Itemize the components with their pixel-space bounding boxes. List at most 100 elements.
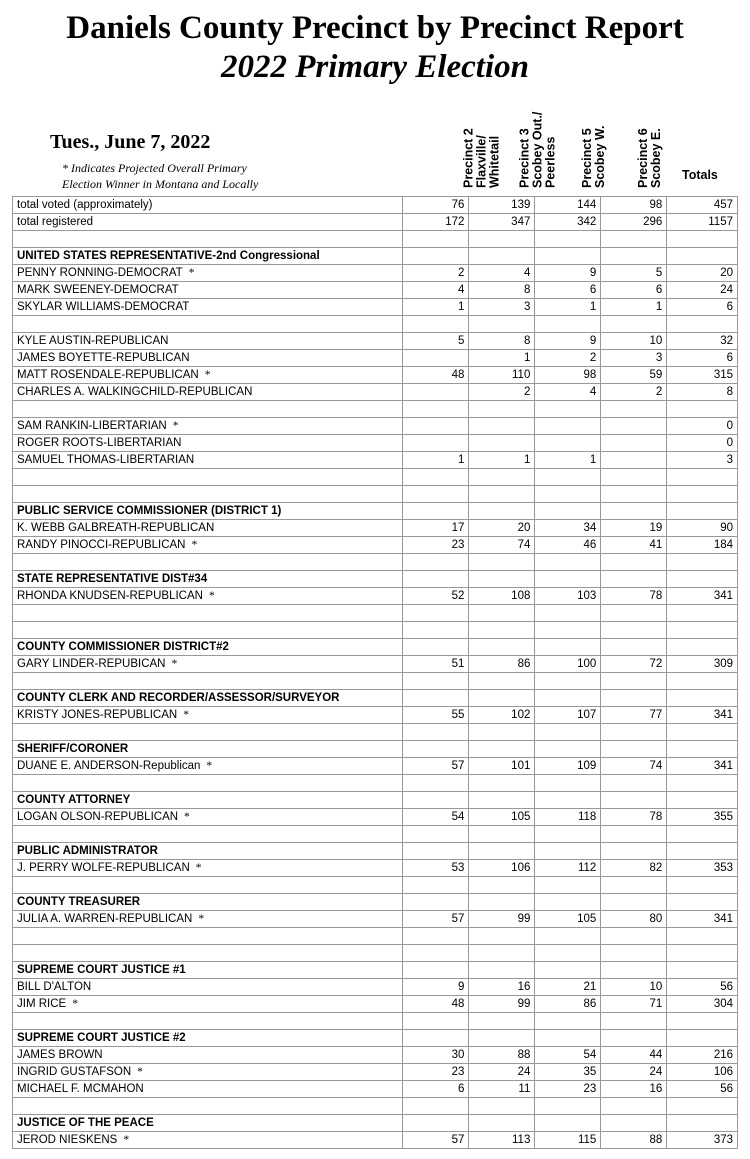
total-value: 353: [667, 860, 738, 877]
empty-cell: [13, 231, 403, 248]
candidate-label: BILL D'ALTON: [13, 979, 403, 996]
candidate-label: DUANE E. ANDERSON-Republican*: [13, 758, 403, 775]
empty-cell: [403, 894, 469, 911]
empty-cell: [403, 639, 469, 656]
table-row: COUNTY CLERK AND RECORDER/ASSESSOR/SURVE…: [13, 690, 738, 707]
precinct-value: 4: [535, 384, 601, 401]
precinct-value: 48: [403, 367, 469, 384]
empty-cell: [535, 571, 601, 588]
precinct-value: 78: [601, 588, 667, 605]
empty-cell: [667, 231, 738, 248]
section-header: COUNTY CLERK AND RECORDER/ASSESSOR/SURVE…: [13, 690, 403, 707]
precinct-value: 2: [469, 384, 535, 401]
empty-cell: [469, 894, 535, 911]
empty-cell: [403, 622, 469, 639]
empty-cell: [601, 894, 667, 911]
table-row: [13, 775, 738, 792]
precinct-value: 108: [469, 588, 535, 605]
empty-cell: [601, 1030, 667, 1047]
col-precinct-3: Precinct 3 Scobey Out./ Peerless: [510, 90, 566, 190]
empty-cell: [601, 741, 667, 758]
label-text: SKYLAR WILLIAMS-DEMOCRAT: [17, 301, 189, 313]
table-row: RANDY PINOCCI-REPUBLICAN*23744641184: [13, 537, 738, 554]
table-row: COUNTY COMMISSIONER DISTRICT#2: [13, 639, 738, 656]
empty-cell: [601, 1115, 667, 1132]
empty-cell: [469, 792, 535, 809]
precinct-value: 24: [469, 1064, 535, 1081]
precinct-value: 19: [601, 520, 667, 537]
winner-mark-icon: *: [178, 811, 190, 823]
empty-cell: [667, 571, 738, 588]
label-text: MICHAEL F. MCMAHON: [17, 1083, 144, 1095]
empty-cell: [667, 724, 738, 741]
table-row: SKYLAR WILLIAMS-DEMOCRAT13116: [13, 299, 738, 316]
section-header: COUNTY ATTORNEY: [13, 792, 403, 809]
total-value: 216: [667, 1047, 738, 1064]
candidate-label: J. PERRY WOLFE-REPUBLICAN*: [13, 860, 403, 877]
precinct-value: 9: [535, 333, 601, 350]
empty-cell: [667, 962, 738, 979]
table-row: JIM RICE*48998671304: [13, 996, 738, 1013]
empty-cell: [403, 945, 469, 962]
empty-cell: [667, 945, 738, 962]
precinct-value: 88: [601, 1132, 667, 1149]
empty-cell: [535, 724, 601, 741]
precinct-value: 53: [403, 860, 469, 877]
precinct-value: 4: [469, 265, 535, 282]
empty-cell: [403, 605, 469, 622]
empty-cell: [13, 605, 403, 622]
total-value: 457: [667, 197, 738, 214]
total-value: 56: [667, 979, 738, 996]
table-row: [13, 724, 738, 741]
table-row: PUBLIC ADMINISTRATOR: [13, 843, 738, 860]
empty-cell: [535, 843, 601, 860]
table-row: SHERIFF/CORONER: [13, 741, 738, 758]
empty-cell: [535, 775, 601, 792]
empty-cell: [403, 316, 469, 333]
precinct-value: 3: [601, 350, 667, 367]
precinct-value: 54: [403, 809, 469, 826]
precinct-value: 34: [535, 520, 601, 537]
precinct-value: 105: [535, 911, 601, 928]
table-row: RHONDA KNUDSEN-REPUBLICAN*5210810378341: [13, 588, 738, 605]
empty-cell: [667, 605, 738, 622]
precinct-value: 30: [403, 1047, 469, 1064]
precinct-value: 101: [469, 758, 535, 775]
empty-cell: [403, 401, 469, 418]
empty-cell: [403, 1098, 469, 1115]
precinct-value: [403, 435, 469, 452]
table-row: [13, 486, 738, 503]
precinct-value: [469, 418, 535, 435]
table-row: MARK SWEENEY-DEMOCRAT486624: [13, 282, 738, 299]
empty-cell: [469, 316, 535, 333]
empty-cell: [667, 741, 738, 758]
label-text: K. WEBB GALBREATH-REPUBLICAN: [17, 522, 214, 534]
empty-cell: [667, 894, 738, 911]
precinct-value: 10: [601, 333, 667, 350]
label-text: BILL D'ALTON: [17, 981, 91, 993]
winner-mark-icon: *: [192, 913, 204, 925]
label-text: RANDY PINOCCI-REPUBLICAN: [17, 539, 186, 551]
empty-cell: [403, 248, 469, 265]
winner-mark-icon: *: [203, 590, 215, 602]
precinct-value: 78: [601, 809, 667, 826]
empty-cell: [601, 231, 667, 248]
precinct-value: 4: [403, 282, 469, 299]
total-value: 0: [667, 435, 738, 452]
precinct-value: 1: [535, 452, 601, 469]
precinct-value: 99: [469, 996, 535, 1013]
precinct-value: 71: [601, 996, 667, 1013]
section-header: JUSTICE OF THE PEACE: [13, 1115, 403, 1132]
table-row: SUPREME COURT JUSTICE #1: [13, 962, 738, 979]
total-value: 0: [667, 418, 738, 435]
empty-cell: [667, 1013, 738, 1030]
total-value: 341: [667, 707, 738, 724]
candidate-label: total registered: [13, 214, 403, 231]
table-row: [13, 877, 738, 894]
empty-cell: [403, 826, 469, 843]
empty-cell: [403, 571, 469, 588]
candidate-label: SAM RANKIN-LIBERTARIAN*: [13, 418, 403, 435]
table-row: GARY LINDER-REPUBICAN*518610072309: [13, 656, 738, 673]
table-row: COUNTY TREASURER: [13, 894, 738, 911]
total-value: 56: [667, 1081, 738, 1098]
